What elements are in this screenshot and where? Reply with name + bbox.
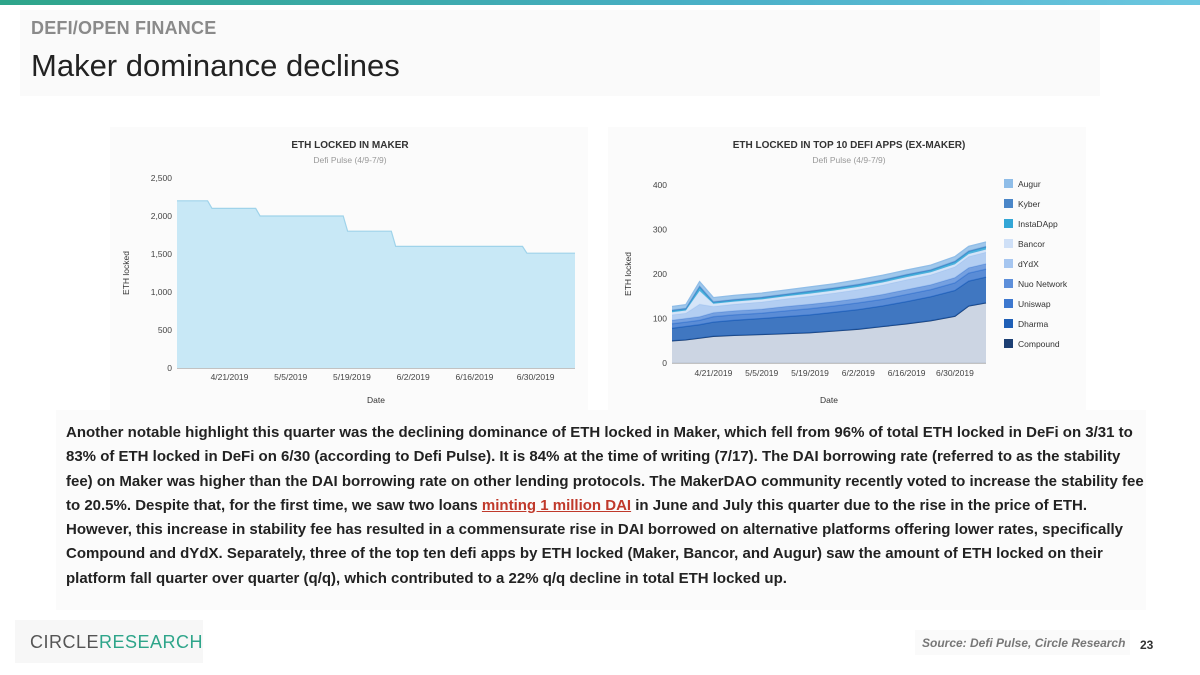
top-accent-bar — [0, 0, 1200, 5]
x-tick-label: 4/21/2019 — [694, 368, 732, 378]
legend-swatch — [1004, 179, 1013, 188]
x-tick-label: 6/2/2019 — [397, 372, 430, 382]
logo-text-research: RESEARCH — [99, 632, 204, 652]
body-paragraph: Another notable highlight this quarter w… — [66, 421, 1146, 591]
maker-chart: ETH LOCKED IN MAKER Defi Pulse (4/9-7/9) 0… — [110, 127, 588, 410]
x-tick-label: 6/30/2019 — [517, 372, 555, 382]
legend-swatch — [1004, 319, 1013, 328]
area-uniswap — [672, 269, 986, 329]
y-tick-label: 100 — [653, 314, 667, 324]
circle-research-logo: CIRCLERESEARCH — [30, 632, 203, 653]
x-tick-label: 5/19/2019 — [333, 372, 371, 382]
legend-label: Augur — [1018, 179, 1041, 189]
y-axis-label: ETH locked — [623, 252, 633, 296]
legend-swatch — [1004, 299, 1013, 308]
top10-chart-svg: ETH LOCKED IN TOP 10 DEFI APPS (EX-MAKER… — [608, 127, 1086, 410]
x-tick-label: 4/21/2019 — [211, 372, 249, 382]
x-tick-label: 6/16/2019 — [455, 372, 493, 382]
legend-label: Nuo Network — [1018, 279, 1068, 289]
line-augur — [671, 241, 987, 308]
y-tick-label: 2,500 — [151, 173, 173, 183]
line-compound — [671, 302, 987, 342]
legend-label: Kyber — [1018, 199, 1040, 209]
page-number: 23 — [1140, 638, 1154, 652]
source-background — [915, 630, 1130, 655]
source-note: Source: Defi Pulse, Circle Research — [922, 636, 1126, 650]
header-background — [20, 10, 1100, 96]
minting-dai-link[interactable]: minting 1 million DAI — [481, 496, 632, 514]
area-nuo-network — [672, 263, 986, 324]
line-bancor — [671, 248, 987, 313]
legend-label: Compound — [1018, 339, 1060, 349]
y-tick-label: 2,000 — [151, 211, 173, 221]
y-axis-label: ETH locked — [121, 251, 131, 295]
area-compound — [672, 302, 986, 363]
legend-swatch — [1004, 239, 1013, 248]
line-instadapp — [671, 246, 987, 312]
x-tick-label: 5/19/2019 — [791, 368, 829, 378]
logo-background — [15, 620, 203, 663]
maker-line — [177, 200, 575, 254]
y-tick-label: 200 — [653, 269, 667, 279]
y-tick-label: 0 — [167, 363, 172, 373]
chart-title: ETH LOCKED IN TOP 10 DEFI APPS (EX-MAKER… — [733, 140, 966, 151]
y-tick-label: 500 — [158, 325, 172, 335]
y-tick-label: 1,000 — [151, 287, 173, 297]
x-tick-label: 5/5/2019 — [745, 368, 778, 378]
top10-chart: ETH LOCKED IN TOP 10 DEFI APPS (EX-MAKER… — [608, 127, 1086, 410]
maker-chart-svg: ETH LOCKED IN MAKER Defi Pulse (4/9-7/9) 0… — [110, 127, 588, 410]
x-axis-label: Date — [367, 395, 385, 405]
legend-label: Dharma — [1018, 319, 1049, 329]
legend-swatch — [1004, 219, 1013, 228]
logo-text-circle: CIRCLE — [30, 632, 100, 652]
y-tick-label: 300 — [653, 225, 667, 235]
chart-subtitle: Defi Pulse (4/9-7/9) — [313, 155, 386, 165]
chart-subtitle: Defi Pulse (4/9-7/9) — [812, 155, 885, 165]
area-dharma — [672, 277, 986, 341]
y-tick-label: 1,500 — [151, 249, 173, 259]
y-tick-label: 400 — [653, 180, 667, 190]
page-title: Maker dominance declines — [31, 48, 400, 83]
legend-swatch — [1004, 259, 1013, 268]
x-axis-label: Date — [820, 395, 838, 405]
legend-swatch — [1004, 279, 1013, 288]
legend-label: dYdX — [1018, 259, 1039, 269]
x-tick-label: 6/16/2019 — [888, 368, 926, 378]
x-tick-label: 5/5/2019 — [274, 372, 307, 382]
body-background — [56, 410, 1146, 610]
legend-swatch — [1004, 339, 1013, 348]
body-text-part2: in June and July this quarter due to the… — [66, 496, 1124, 587]
legend-label: Bancor — [1018, 239, 1045, 249]
body-text-part1: Another notable highlight this quarter w… — [66, 424, 1144, 514]
legend-swatch — [1004, 199, 1013, 208]
maker-area — [177, 200, 575, 368]
y-tick-label: 0 — [662, 358, 667, 368]
legend-label: Uniswap — [1018, 299, 1051, 309]
chart-title: ETH LOCKED IN MAKER — [291, 140, 409, 151]
x-tick-label: 6/2/2019 — [842, 368, 875, 378]
section-label: DEFI/OPEN FINANCE — [31, 18, 217, 38]
x-tick-label: 6/30/2019 — [936, 368, 974, 378]
legend-label: InstaDApp — [1018, 219, 1058, 229]
